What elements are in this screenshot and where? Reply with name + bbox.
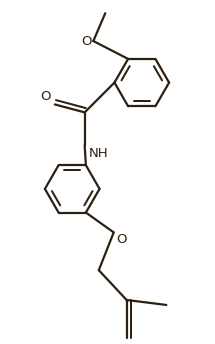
Text: O: O (40, 90, 51, 104)
Text: O: O (117, 234, 127, 246)
Text: NH: NH (89, 147, 108, 160)
Text: O: O (81, 34, 91, 47)
